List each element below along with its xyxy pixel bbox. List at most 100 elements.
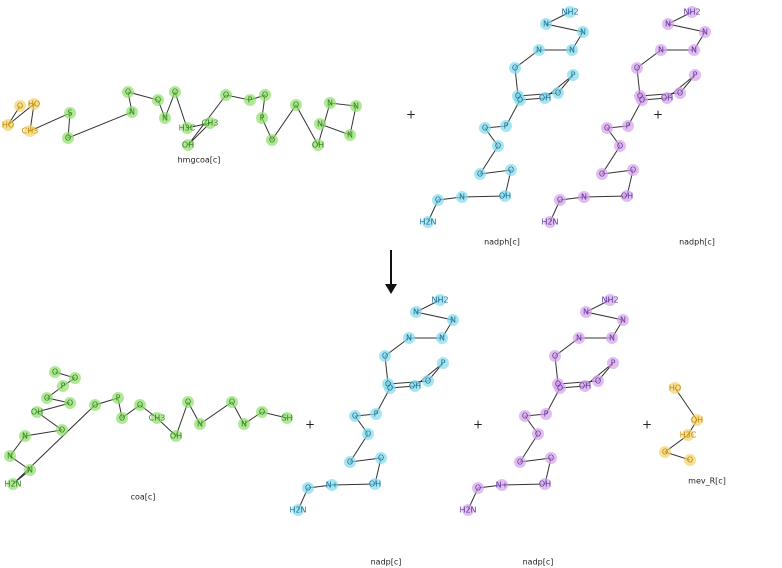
atom-label: N	[317, 120, 323, 129]
atom-highlight	[622, 120, 634, 132]
atom-highlight	[89, 399, 101, 411]
atom-label: N	[241, 420, 247, 429]
atom-label: O	[677, 89, 683, 98]
atom-highlight	[220, 89, 232, 101]
atom-label: O	[365, 430, 371, 439]
atom-label: O	[517, 458, 523, 467]
atom-highlight	[238, 418, 250, 430]
atom-highlight	[661, 92, 673, 104]
atom-label: H3C	[680, 431, 697, 440]
atom-highlight	[578, 191, 590, 203]
atom-highlight	[49, 366, 61, 378]
atom-label: P	[693, 71, 698, 80]
atom-label: N	[7, 452, 13, 461]
atom-highlight	[169, 86, 181, 98]
atom-label: OH	[661, 94, 673, 103]
atom-label: O	[495, 142, 501, 151]
atom-label: OH	[369, 480, 381, 489]
atom-label: N	[658, 46, 664, 55]
atom-label: P	[544, 410, 549, 419]
atom-highlight	[472, 482, 484, 494]
atom-label: CH3	[22, 127, 39, 136]
atom-label: O	[52, 368, 58, 377]
atom-label: NH2	[601, 296, 618, 305]
atom-highlight	[686, 6, 698, 18]
atom-highlight	[281, 412, 293, 424]
atom-label: OH	[170, 432, 182, 441]
atom-highlight	[474, 168, 486, 180]
atom-label: N	[22, 432, 28, 441]
atom-label: N	[691, 46, 697, 55]
atom-label: HO	[669, 384, 681, 393]
atom-highlight	[152, 94, 164, 106]
atom-label: H3C	[179, 124, 196, 133]
atom-highlight	[566, 44, 578, 56]
atom-highlight	[41, 392, 53, 404]
atom-label: P	[248, 96, 253, 105]
atom-label: P	[611, 359, 616, 368]
atom-highlight	[409, 380, 421, 392]
atom-label: OH	[539, 480, 551, 489]
atom-highlight	[691, 414, 703, 426]
atom-label: O	[482, 124, 488, 133]
atom-label: HO	[2, 121, 14, 130]
atom-label: O	[557, 196, 563, 205]
atom-highlight	[62, 132, 74, 144]
atom-label: P	[441, 359, 446, 368]
molecule-name: nadph[c]	[679, 238, 715, 247]
atom-label: N	[413, 308, 419, 317]
atom-label: O	[382, 352, 388, 361]
atom-highlight	[580, 306, 592, 318]
atom-highlight	[577, 26, 589, 38]
atom-label: P	[374, 410, 379, 419]
atom-label: O	[352, 412, 358, 421]
atom-label: S	[67, 109, 72, 118]
atom-label: OH	[409, 382, 421, 391]
atom-highlight	[57, 380, 69, 392]
atom-label: O	[137, 401, 143, 410]
atom-highlight	[688, 44, 700, 56]
atom-label: O	[259, 408, 265, 417]
atom-label: O	[617, 142, 623, 151]
atom-highlight	[226, 396, 238, 408]
atom-highlight	[514, 456, 526, 468]
atom-highlight	[181, 122, 193, 134]
atom-label: O	[548, 454, 554, 463]
atom-label: O	[517, 96, 523, 105]
atom-highlight	[674, 87, 686, 99]
atom-label: N	[581, 193, 587, 202]
atom-highlight	[134, 399, 146, 411]
atom-highlight	[479, 122, 491, 134]
atom-highlight	[19, 430, 31, 442]
molecule-name: nadp[c]	[523, 558, 554, 567]
atom-highlight	[540, 18, 552, 30]
atom-highlight	[28, 98, 40, 110]
atom-highlight	[447, 314, 459, 326]
atom-highlight	[436, 332, 448, 344]
atom-highlight	[56, 424, 68, 436]
atom-label: O	[555, 380, 561, 389]
plus-sign: +	[305, 418, 315, 432]
atom-highlight	[573, 332, 585, 344]
atom-highlight	[636, 94, 648, 106]
atom-label: O	[475, 484, 481, 493]
atom-highlight	[410, 306, 422, 318]
atom-label: H2N	[459, 506, 476, 515]
atom-highlight	[462, 504, 474, 516]
plus-sign: +	[653, 108, 663, 122]
atom-highlight	[579, 380, 591, 392]
atom-label: O	[65, 134, 71, 143]
atom-highlight	[31, 406, 43, 418]
atom-label: N	[197, 420, 203, 429]
atom-highlight	[182, 139, 194, 151]
atom-label: O	[687, 456, 693, 465]
atom-highlight	[544, 216, 556, 228]
atom-highlight	[614, 140, 626, 152]
atom-label: O	[555, 89, 561, 98]
atom-highlight	[244, 94, 256, 106]
atom-label: OH	[499, 192, 511, 201]
atom-highlight	[607, 357, 619, 369]
atom-label: O	[172, 88, 178, 97]
